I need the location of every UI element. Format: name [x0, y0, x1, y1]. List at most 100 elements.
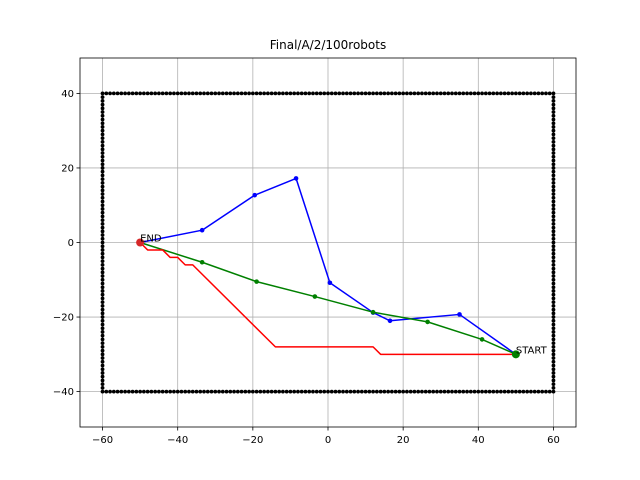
- boundary-point: [427, 389, 432, 394]
- boundary-point: [551, 363, 556, 368]
- boundary-point: [160, 389, 165, 394]
- boundary-point: [551, 270, 556, 275]
- boundary-point: [551, 274, 556, 278]
- boundary-point: [100, 333, 105, 338]
- boundary-point: [100, 113, 105, 118]
- boundary-point: [450, 389, 454, 394]
- boundary-point: [352, 389, 357, 394]
- boundary-point: [228, 91, 233, 96]
- boundary-point: [371, 389, 375, 394]
- boundary-point: [284, 91, 289, 96]
- boundary-point: [551, 289, 556, 293]
- boundary-point: [108, 91, 112, 96]
- boundary-point: [551, 210, 556, 215]
- boundary-point: [506, 389, 511, 394]
- boundary-point: [160, 91, 165, 96]
- boundary-point: [100, 382, 105, 387]
- boundary-point: [551, 236, 556, 241]
- boundary-point: [551, 169, 556, 174]
- boundary-point: [386, 91, 391, 96]
- boundary-point: [100, 177, 105, 182]
- boundary-point: [288, 389, 293, 394]
- start-label: START: [516, 345, 548, 356]
- boundary-point: [100, 270, 105, 275]
- boundary-point: [202, 389, 206, 394]
- boundary-point: [100, 132, 105, 137]
- boundary-point: [157, 389, 161, 394]
- path-point: [327, 280, 333, 286]
- path-point: [457, 312, 462, 317]
- boundary-point: [551, 322, 556, 327]
- boundary-point: [551, 341, 556, 346]
- boundary-point: [551, 199, 556, 204]
- boundary-point: [356, 91, 360, 96]
- boundary-point: [431, 91, 436, 96]
- boundary-point: [100, 169, 105, 174]
- boundary-point: [551, 281, 556, 286]
- boundary-point: [141, 389, 146, 394]
- boundary-point: [100, 374, 105, 379]
- boundary-point: [525, 389, 530, 394]
- boundary-point: [100, 240, 105, 245]
- boundary-point: [281, 389, 285, 394]
- boundary-point: [100, 229, 105, 234]
- boundary-point: [104, 389, 109, 394]
- boundary-point: [551, 337, 556, 342]
- boundary-point: [551, 352, 556, 357]
- boundary-point: [341, 91, 345, 96]
- boundary-point: [100, 311, 105, 316]
- boundary-point: [100, 255, 105, 260]
- boundary-point: [100, 225, 105, 230]
- boundary-point: [453, 389, 458, 394]
- boundary-point: [100, 180, 105, 185]
- x-tick-label: −20: [242, 435, 263, 446]
- boundary-point: [284, 389, 289, 394]
- boundary-point: [337, 389, 342, 394]
- boundary-point: [551, 255, 556, 260]
- boundary-point: [228, 389, 233, 394]
- boundary-point: [209, 389, 214, 394]
- path-point: [252, 192, 258, 198]
- boundary-point: [164, 91, 169, 96]
- boundary-point: [100, 199, 105, 204]
- boundary-point: [551, 315, 556, 319]
- boundary-point: [100, 207, 105, 211]
- boundary-point: [551, 300, 556, 305]
- boundary-point: [551, 95, 556, 100]
- boundary-point: [100, 315, 105, 319]
- x-tick-label: −60: [92, 435, 113, 446]
- boundary-point: [374, 91, 379, 96]
- boundary-point: [100, 188, 105, 193]
- boundary-point: [100, 363, 105, 368]
- boundary-point: [386, 389, 391, 394]
- boundary-point: [438, 389, 443, 394]
- boundary-point: [100, 151, 105, 155]
- boundary-point: [536, 91, 541, 96]
- boundary-point: [472, 389, 477, 394]
- boundary-point: [551, 177, 556, 182]
- boundary-point: [487, 91, 492, 96]
- boundary-point: [551, 180, 556, 185]
- boundary-point: [115, 389, 120, 394]
- boundary-point: [551, 173, 556, 178]
- boundary-point: [472, 91, 477, 96]
- boundary-point: [540, 91, 545, 96]
- boundary-point: [100, 266, 105, 271]
- boundary-point: [468, 91, 473, 96]
- boundary-point: [183, 389, 188, 394]
- boundary-point: [100, 95, 105, 100]
- boundary-point: [213, 389, 218, 394]
- boundary-point: [510, 389, 515, 394]
- boundary-point: [446, 389, 451, 394]
- boundary-point: [149, 389, 154, 394]
- boundary-point: [551, 318, 556, 323]
- path-point: [312, 294, 318, 299]
- boundary-point: [175, 389, 180, 394]
- boundary-point: [326, 389, 330, 394]
- boundary-point: [476, 91, 481, 96]
- boundary-point: [130, 389, 135, 394]
- boundary-point: [134, 91, 139, 96]
- boundary-point: [551, 385, 556, 390]
- boundary-point: [551, 378, 556, 383]
- boundary-point: [100, 143, 105, 148]
